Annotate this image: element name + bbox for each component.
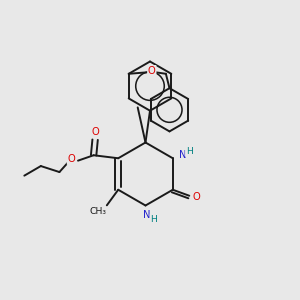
Text: O: O	[192, 192, 200, 202]
Text: H: H	[151, 214, 157, 224]
Text: CH₃: CH₃	[90, 208, 107, 217]
Text: N: N	[178, 150, 186, 160]
Text: O: O	[68, 154, 75, 164]
Text: O: O	[148, 66, 156, 76]
Text: N: N	[143, 210, 151, 220]
Text: H: H	[186, 147, 193, 156]
Text: O: O	[91, 128, 99, 137]
